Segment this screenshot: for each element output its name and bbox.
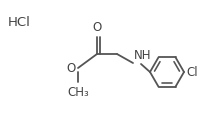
Text: NH: NH [134, 49, 151, 62]
Text: Cl: Cl [186, 66, 198, 78]
Text: CH₃: CH₃ [67, 86, 89, 99]
Text: O: O [67, 62, 76, 76]
Text: O: O [92, 21, 102, 34]
Text: HCl: HCl [8, 16, 31, 29]
